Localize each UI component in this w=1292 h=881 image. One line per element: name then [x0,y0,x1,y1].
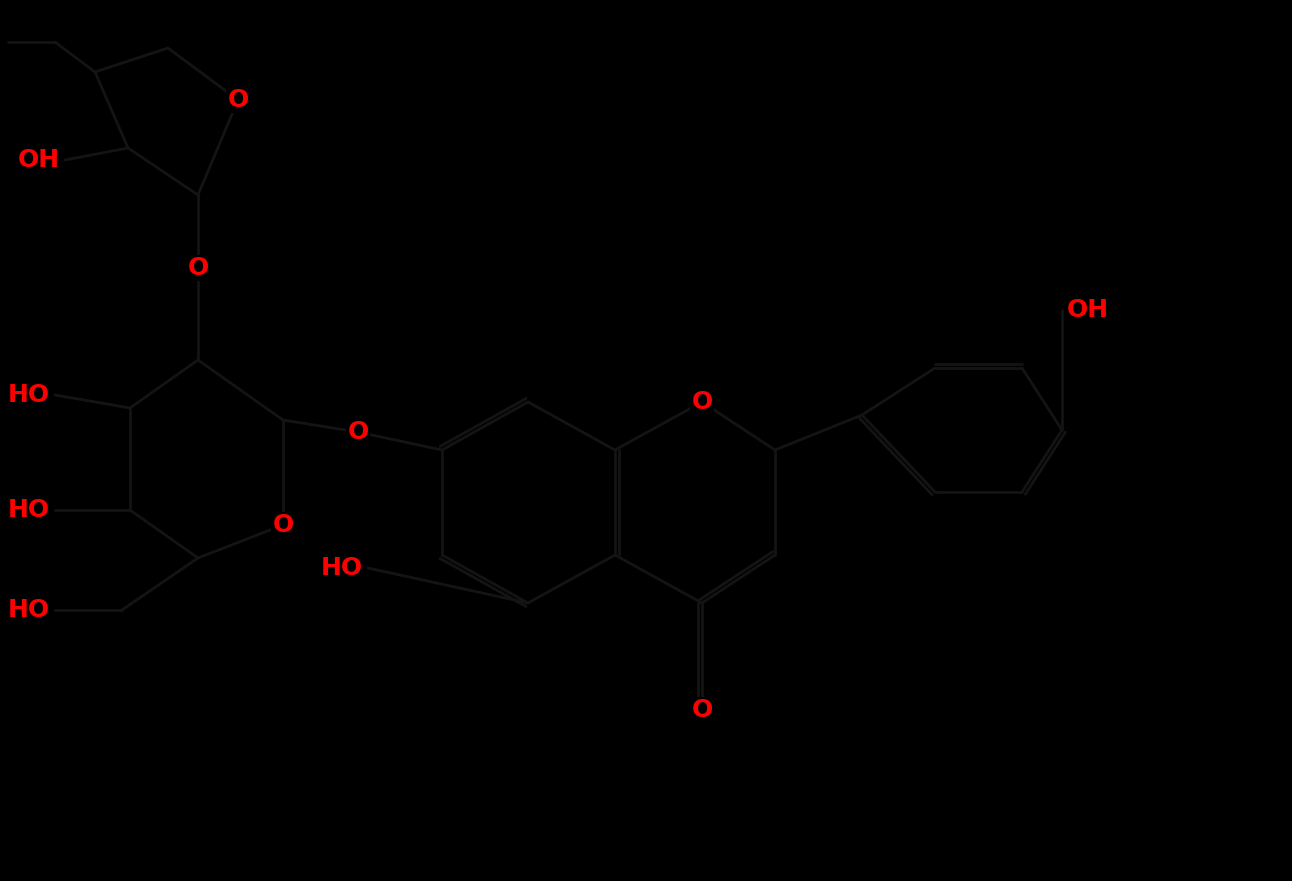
Text: HO: HO [8,598,50,622]
Text: HO: HO [8,498,50,522]
Text: OH: OH [1067,298,1109,322]
Text: O: O [273,513,293,537]
Text: HO: HO [320,556,363,580]
Text: O: O [227,88,248,112]
Text: O: O [348,420,368,444]
Text: OH: OH [18,148,59,172]
Text: HO: HO [8,383,50,407]
Text: O: O [691,698,713,722]
Text: O: O [187,256,208,280]
Text: OH: OH [0,30,3,54]
Text: O: O [691,390,713,414]
